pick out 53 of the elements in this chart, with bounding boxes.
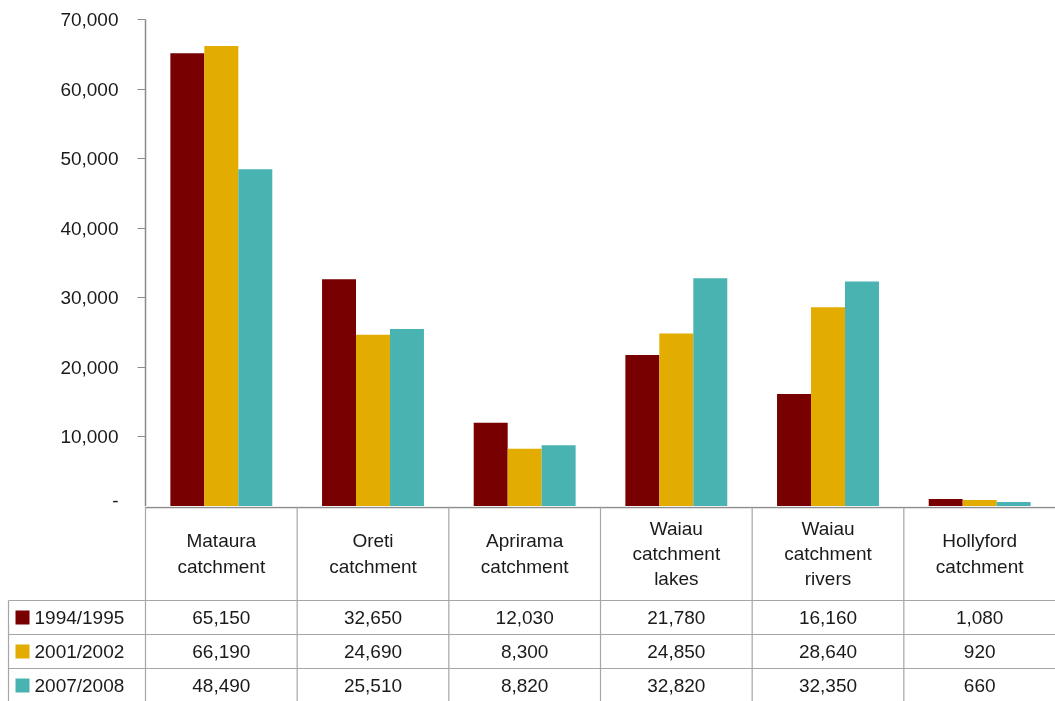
x-tick-label: Waiau catchment rivers [784,517,873,590]
data-label: 28,640 [798,641,858,662]
bar [238,169,273,506]
bar [473,422,508,506]
x-tick-label: Mataura catchment [177,530,266,577]
y-tick-label: 10,000 [60,426,119,448]
bar [996,501,1031,506]
y-tick-label: - [112,489,119,511]
x-tick-label: Oreti catchment [329,530,418,577]
x-tick-label: Hollyford catchment [935,530,1025,577]
data-label: 12,030 [495,607,554,628]
x-tick-label: Aprirama catchment [480,530,570,577]
bar [356,334,390,506]
bar [844,281,879,506]
bar [811,307,845,506]
bar [389,329,424,506]
y-tick-label: 70,000 [60,9,119,30]
y-tick-label: 60,000 [60,78,119,100]
bar [170,53,205,506]
data-label: 24,690 [343,641,403,662]
y-tick-label: 50,000 [60,148,119,170]
data-label: 16,160 [798,607,858,628]
data-label: 66,190 [192,641,251,662]
data-label: 48,490 [192,675,251,696]
data-label: 21,780 [647,607,706,628]
legend-label: 2001/2002 [34,641,125,662]
data-label: 32,820 [647,675,706,696]
x-tick-label: Waiau catchment lakes [632,517,721,590]
data-label: 1,080 [955,607,1004,628]
data-label: 8,300 [500,641,549,662]
data-label: 65,150 [192,607,251,628]
data-label: 660 [963,675,996,696]
legend-label: 1994/1995 [34,607,125,628]
data-label: 920 [963,641,996,662]
data-label: 8,820 [500,675,549,696]
legend-label: 2007/2008 [34,675,125,696]
bar [541,445,576,506]
data-label: 32,350 [798,675,858,696]
data-label: 24,850 [647,641,706,662]
y-tick-label: 20,000 [60,356,119,378]
bar [507,448,542,506]
bar [625,354,660,506]
y-tick-label: 40,000 [60,217,119,239]
bar [693,278,728,506]
data-label: 25,510 [343,675,403,696]
data-label: 32,650 [343,607,403,628]
y-tick-label: 30,000 [60,287,119,309]
bar [204,46,239,506]
bar [322,279,357,506]
bar [659,333,694,506]
bar [962,500,997,506]
bar [928,498,963,506]
bar [777,394,812,506]
